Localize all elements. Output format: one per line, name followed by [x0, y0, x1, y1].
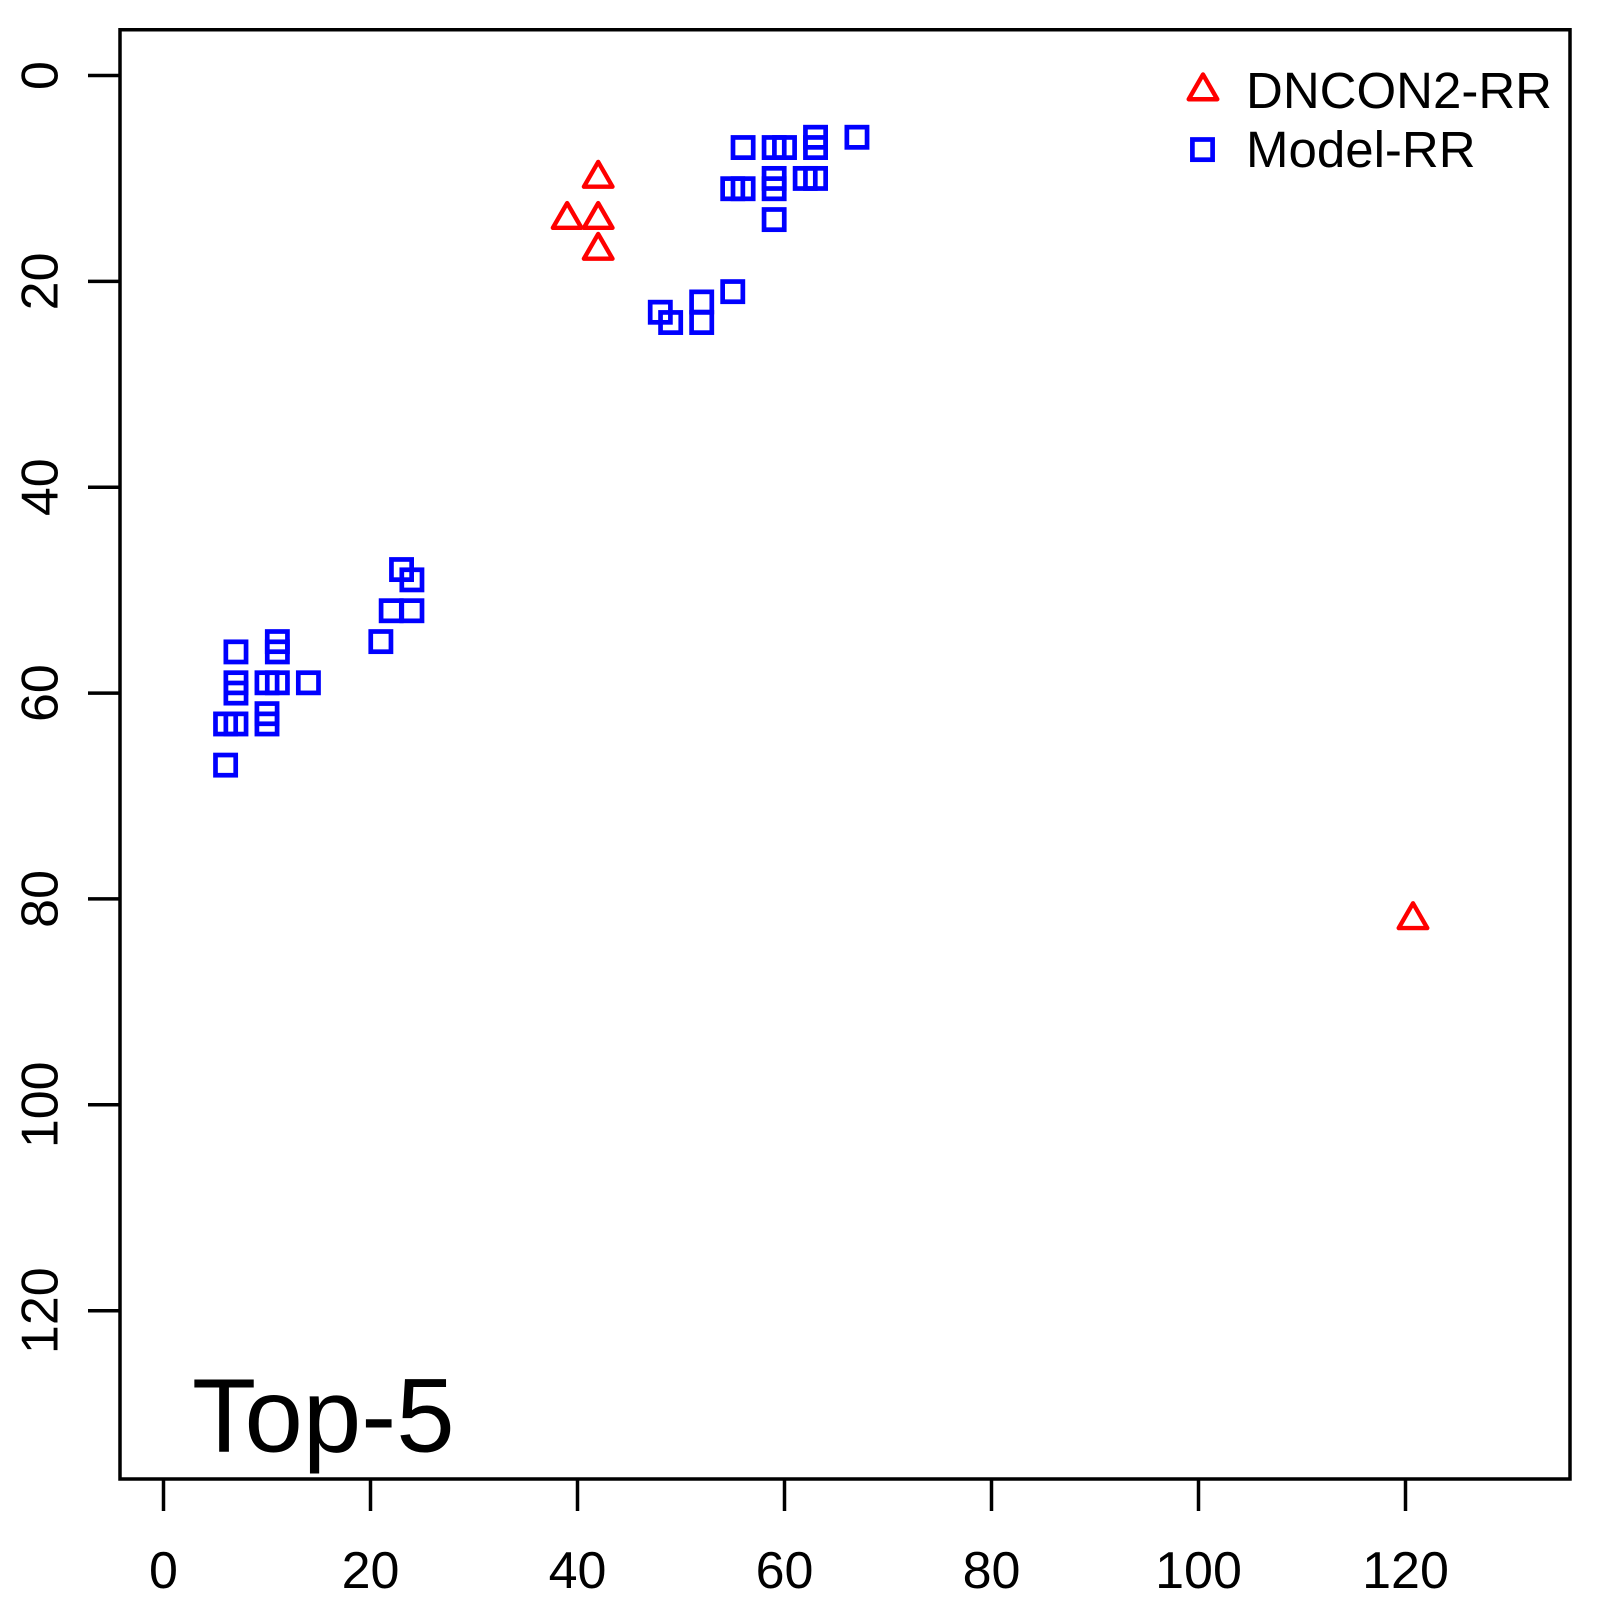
svg-text:40: 40 [549, 1542, 607, 1600]
svg-text:80: 80 [12, 870, 70, 928]
svg-text:60: 60 [12, 664, 70, 722]
svg-text:20: 20 [342, 1542, 400, 1600]
svg-text:120: 120 [12, 1267, 70, 1354]
svg-text:20: 20 [12, 252, 70, 310]
svg-text:60: 60 [756, 1542, 814, 1600]
svg-text:40: 40 [12, 458, 70, 516]
svg-text:120: 120 [1362, 1542, 1449, 1600]
svg-text:100: 100 [1155, 1542, 1242, 1600]
svg-text:80: 80 [963, 1542, 1021, 1600]
svg-text:100: 100 [12, 1061, 70, 1148]
svg-text:Model-RR: Model-RR [1246, 121, 1476, 178]
svg-text:Top-5: Top-5 [192, 1358, 455, 1475]
svg-text:DNCON2-RR: DNCON2-RR [1246, 62, 1552, 119]
svg-text:0: 0 [149, 1542, 178, 1600]
svg-text:0: 0 [12, 61, 70, 90]
